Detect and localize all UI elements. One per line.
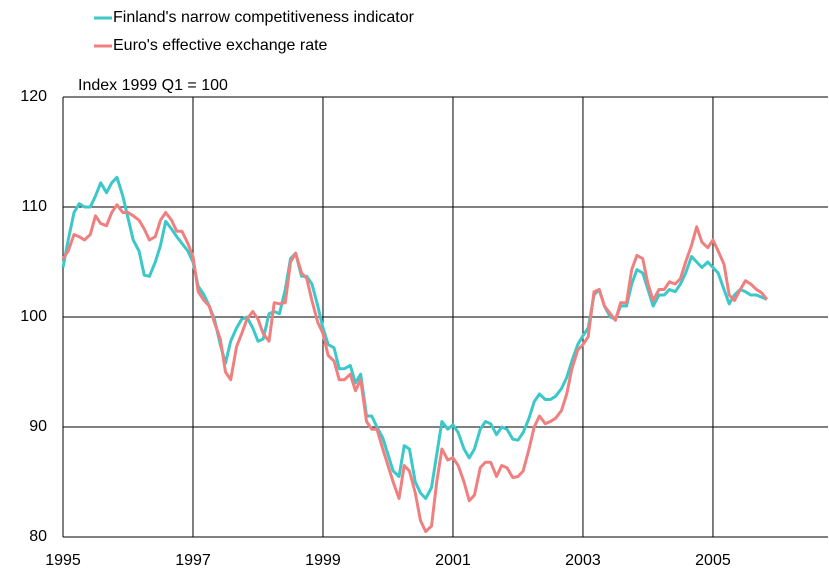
legend-label: Finland's narrow competitiveness indicat… xyxy=(113,9,415,26)
y-tick-label: 90 xyxy=(29,418,47,435)
y-tick-label: 80 xyxy=(29,528,47,545)
series-line xyxy=(61,175,768,500)
legend-label: Euro's effective exchange rate xyxy=(113,37,328,54)
x-tick-label: 2005 xyxy=(695,552,731,569)
annotation: Index 1999 Q1 = 100 xyxy=(78,77,228,94)
x-tick-label: 2003 xyxy=(565,552,601,569)
y-tick-label: 120 xyxy=(20,88,47,105)
x-tick-label: 2001 xyxy=(435,552,471,569)
x-tick-label: 1999 xyxy=(305,552,341,569)
y-tick-label: 100 xyxy=(20,308,47,325)
y-tick-label: 110 xyxy=(21,198,47,215)
x-tick-label: 1995 xyxy=(45,552,81,569)
series-line xyxy=(61,203,769,533)
x-tick-label: 1997 xyxy=(175,552,211,569)
